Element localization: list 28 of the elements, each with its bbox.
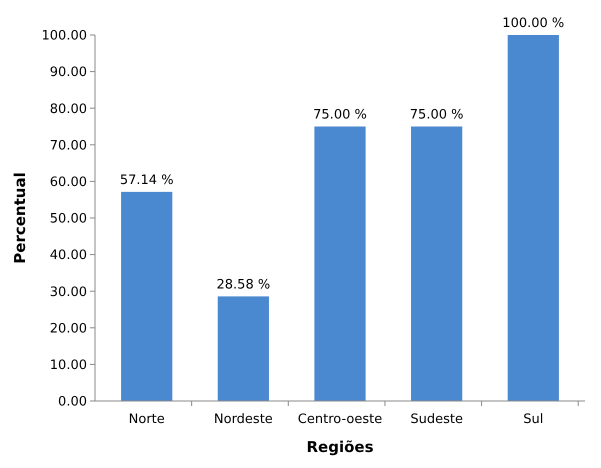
- data-label: 75.00 %: [313, 108, 367, 122]
- data-label: 57.14 %: [120, 172, 174, 188]
- y-tick-label: 80.00: [50, 102, 87, 117]
- y-tick-label: 20.00: [50, 321, 87, 336]
- y-tick-label: 90.00: [50, 65, 87, 80]
- bar: [218, 296, 269, 401]
- y-tick-label: 10.00: [50, 358, 87, 373]
- bar: [508, 35, 559, 401]
- x-tick-label: Norte: [128, 412, 165, 427]
- y-tick-label: 60.00: [50, 174, 87, 190]
- y-tick-label: 100.00: [42, 28, 87, 44]
- y-axis-title: Percentual: [11, 172, 29, 264]
- bar: [411, 126, 462, 401]
- x-axis-title: Regiões: [306, 438, 374, 456]
- data-label: 100.00 %: [502, 16, 564, 31]
- y-tick-label: 70.00: [50, 138, 87, 154]
- bar: [314, 126, 366, 401]
- y-tick-label: 30.00: [50, 284, 87, 300]
- x-tick-label: Sul: [523, 412, 544, 427]
- y-tick-label: 40.00: [50, 248, 87, 264]
- data-label: 28.58 %: [216, 277, 270, 292]
- x-tick-label: Nordeste: [214, 412, 273, 427]
- bar: [121, 192, 172, 401]
- x-tick-label: Sudeste: [410, 412, 463, 427]
- y-tick-label: 0.00: [58, 394, 87, 410]
- data-label: 75.00 %: [410, 108, 464, 122]
- y-tick-label: 50.00: [50, 212, 87, 227]
- x-tick-label: Centro-oeste: [298, 412, 382, 427]
